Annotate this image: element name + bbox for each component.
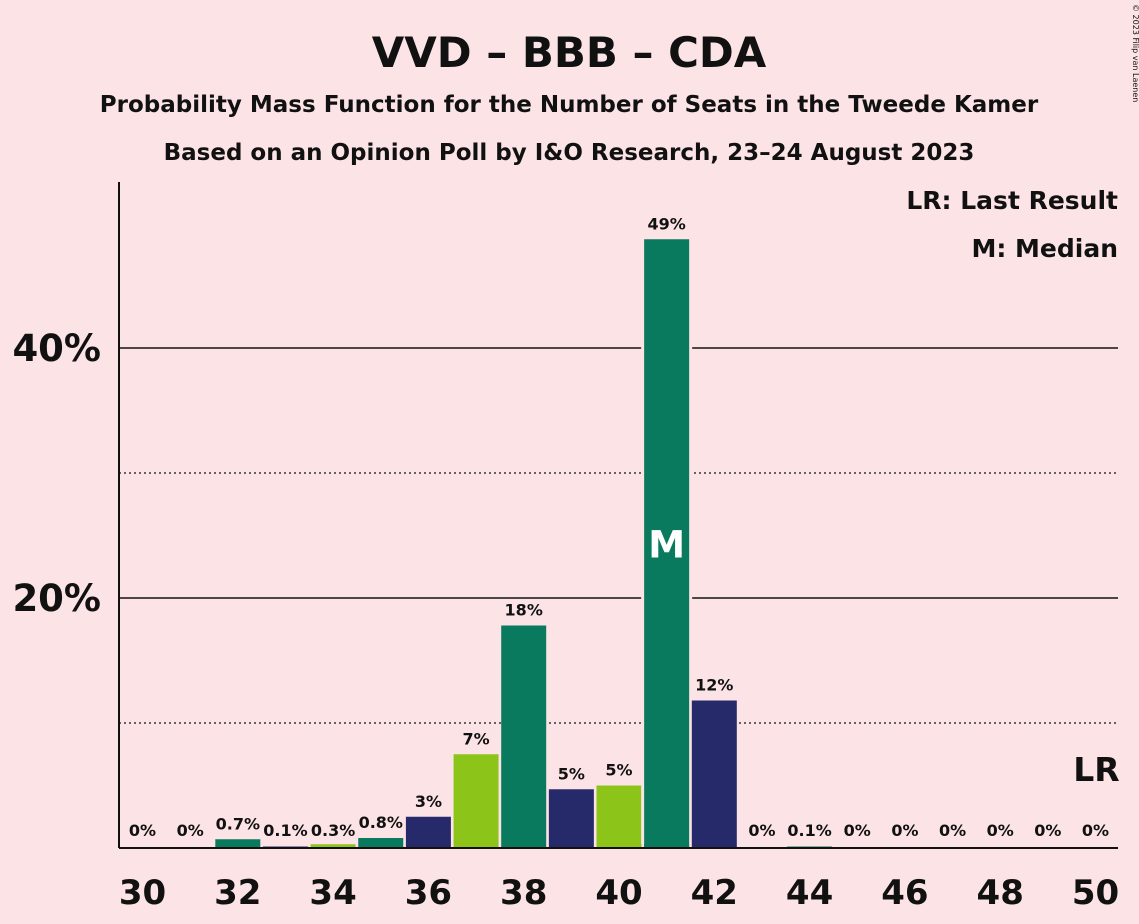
x-tick-label: 44 xyxy=(786,873,833,913)
gridlines xyxy=(119,347,1118,724)
bar-value-label: 49% xyxy=(648,214,686,233)
y-tick-label: 40% xyxy=(12,327,101,370)
bar-value-label: 0% xyxy=(939,821,966,840)
x-tick-label: 42 xyxy=(691,873,738,913)
x-tick-label: 38 xyxy=(500,873,547,913)
bar-value-label: 7% xyxy=(462,729,489,748)
copyright-text: © 2023 Filip van Laenen xyxy=(1131,4,1139,102)
chart-title: VVD – BBB – CDA xyxy=(372,28,767,77)
x-tick-label: 36 xyxy=(405,873,452,913)
bar-value-label: 0% xyxy=(1082,821,1109,840)
x-tick-label: 32 xyxy=(214,873,261,913)
median-marker: M xyxy=(648,524,685,567)
bar-seat-36 xyxy=(405,816,451,848)
last-result-marker: LR xyxy=(1073,750,1119,789)
chart-subtitle-2: Based on an Opinion Poll by I&O Research… xyxy=(164,140,975,166)
y-tick-labels: 20% 40% xyxy=(12,327,101,620)
bar-value-label: 0% xyxy=(177,821,204,840)
bar-value-label: 0% xyxy=(891,821,918,840)
bar-value-label: 0% xyxy=(987,821,1014,840)
bar-value-label: 0% xyxy=(129,821,156,840)
bar-value-label: 0.7% xyxy=(216,814,260,833)
x-tick-label: 34 xyxy=(309,873,356,913)
bar-seat-38 xyxy=(501,625,547,848)
bar-seat-34 xyxy=(310,844,356,848)
bar-value-label: 0.1% xyxy=(263,821,307,840)
bar-labels: 0% 0% 0.7% 0.1% 0.3% 0.8%3%7%18%5% 5%49%12%0% 0… xyxy=(129,214,1109,840)
bar-value-label: 0.1% xyxy=(787,821,831,840)
bar-seat-40 xyxy=(596,785,642,848)
bar-seat-41-fill xyxy=(644,239,690,848)
bar-value-label: 18% xyxy=(505,601,543,620)
bar-value-label: 5% xyxy=(605,761,632,780)
legend-median: M: Median xyxy=(971,234,1118,263)
legend-last-result: LR: Last Result xyxy=(906,186,1118,215)
bar-seat-37 xyxy=(453,754,499,848)
bar-value-label: 0.3% xyxy=(311,821,355,840)
bar-seat-42 xyxy=(691,700,737,848)
bar-seat-32 xyxy=(215,839,261,848)
bars xyxy=(215,237,833,848)
bar-value-label: 0% xyxy=(1034,821,1061,840)
bar-value-label: 0.8% xyxy=(359,813,403,832)
bar-value-label: 5% xyxy=(558,764,585,783)
bar-seat-39 xyxy=(548,789,594,848)
markers: M LR xyxy=(648,524,1119,789)
bar-value-label: 0% xyxy=(748,821,775,840)
x-tick-label: 48 xyxy=(977,873,1024,913)
bar-value-label: 12% xyxy=(695,676,733,695)
bar-value-label: 3% xyxy=(415,792,442,811)
x-tick-label: 30 xyxy=(119,873,166,913)
x-tick-label: 50 xyxy=(1072,873,1119,913)
x-tick-labels: 30 32 34 36 38 40 42 44 46 48 50 xyxy=(119,873,1119,913)
x-tick-label: 40 xyxy=(595,873,642,913)
bar-value-label: 0% xyxy=(844,821,871,840)
x-tick-label: 46 xyxy=(881,873,928,913)
chart-subtitle: Probability Mass Function for the Number… xyxy=(100,92,1039,118)
bar-seat-35 xyxy=(358,838,404,848)
y-tick-label: 20% xyxy=(12,577,101,620)
